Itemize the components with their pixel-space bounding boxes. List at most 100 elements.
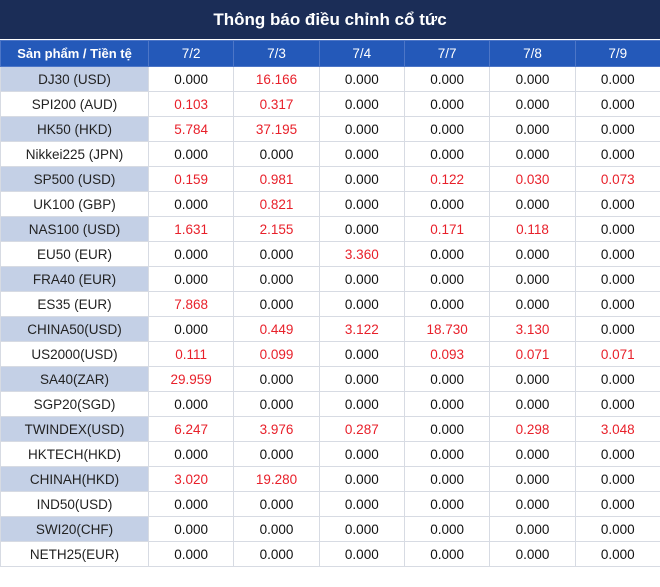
table-row: SPI200 (AUD) 0.103 0.317 0.000 0.000 0.000 0.0… [0, 91, 660, 117]
dividend-value: 0.000 [489, 441, 576, 467]
product-name: SGP20(SGD) [0, 391, 149, 417]
dividend-value: 0.000 [233, 541, 320, 567]
dividend-value: 0.000 [318, 291, 405, 317]
product-name: TWINDEX(USD) [0, 416, 149, 442]
dividend-value: 0.000 [233, 441, 320, 467]
dividend-value: 3.360 [318, 241, 405, 267]
dividend-value: 0.000 [318, 166, 405, 192]
dividend-value: 0.000 [574, 391, 660, 417]
dividend-value: 0.000 [403, 266, 491, 292]
dividend-value: 0.000 [318, 541, 405, 567]
dividend-value: 0.449 [233, 316, 320, 342]
dividend-value: 2.155 [233, 216, 320, 242]
date-header: 7/3 [233, 40, 320, 67]
table-row: Nikkei225 (JPN) 0.000 0.000 0.000 0.000 0.000… [0, 141, 660, 167]
dividend-value: 29.959 [147, 366, 235, 392]
dividend-value: 0.000 [318, 141, 405, 167]
dividend-value: 0.000 [489, 116, 576, 142]
dividend-value: 0.000 [233, 141, 320, 167]
dividend-value: 0.000 [489, 191, 576, 217]
dividend-value: 0.000 [147, 266, 235, 292]
dividend-value: 0.000 [318, 266, 405, 292]
dividend-value: 0.000 [489, 291, 576, 317]
dividend-value: 0.000 [147, 141, 235, 167]
dividend-value: 0.000 [318, 466, 405, 492]
product-name: HKTECH(HKD) [0, 441, 149, 467]
dividend-value: 19.280 [233, 466, 320, 492]
dividend-value: 0.000 [147, 66, 235, 92]
dividend-value: 0.000 [489, 66, 576, 92]
dividend-value: 3.122 [318, 316, 405, 342]
dividend-value: 0.000 [318, 66, 405, 92]
dividend-value: 0.000 [574, 491, 660, 517]
dividend-value: 0.000 [147, 391, 235, 417]
table-row: US2000(USD) 0.111 0.099 0.000 0.093 0.071 0.07… [0, 341, 660, 367]
dividend-value: 0.298 [489, 416, 576, 442]
dividend-value: 0.000 [233, 491, 320, 517]
dividend-value: 0.287 [318, 416, 405, 442]
dividend-value: 0.000 [574, 241, 660, 267]
table-row: SP500 (USD) 0.159 0.981 0.000 0.122 0.030 0.07… [0, 166, 660, 192]
dividend-value: 0.000 [574, 216, 660, 242]
dividend-value: 0.000 [147, 541, 235, 567]
dividend-value: 0.000 [233, 291, 320, 317]
dividend-value: 0.000 [403, 441, 491, 467]
dividend-value: 0.000 [403, 516, 491, 542]
table-row: UK100 (GBP) 0.000 0.821 0.000 0.000 0.000 0.00… [0, 191, 660, 217]
dividend-value: 7.868 [147, 291, 235, 317]
date-header: 7/9 [574, 40, 660, 67]
dividend-value: 0.000 [147, 491, 235, 517]
dividend-value: 0.030 [489, 166, 576, 192]
dividend-value: 0.122 [403, 166, 491, 192]
dividend-value: 0.000 [489, 391, 576, 417]
dividend-value: 37.195 [233, 116, 320, 142]
dividend-value: 3.020 [147, 466, 235, 492]
dividend-value: 3.976 [233, 416, 320, 442]
dividend-value: 0.000 [574, 291, 660, 317]
dividend-value: 0.000 [574, 116, 660, 142]
table-row: DJ30 (USD) 0.000 16.166 0.000 0.000 0.000 0.00… [0, 66, 660, 92]
dividend-value: 0.000 [574, 191, 660, 217]
dividend-value: 0.000 [403, 291, 491, 317]
dividend-value: 0.000 [403, 391, 491, 417]
table-row: SA40(ZAR) 29.959 0.000 0.000 0.000 0.000 0.000 [0, 366, 660, 392]
table-row: CHINAH(HKD) 3.020 19.280 0.000 0.000 0.000 0.0… [0, 466, 660, 492]
dividend-value: 0.000 [489, 541, 576, 567]
dividend-value: 0.000 [233, 366, 320, 392]
dividend-value: 0.000 [147, 441, 235, 467]
dividend-value: 0.103 [147, 91, 235, 117]
dividend-value: 0.000 [403, 241, 491, 267]
dividend-value: 0.000 [574, 441, 660, 467]
dividend-value: 0.000 [403, 116, 491, 142]
dividend-value: 0.000 [147, 516, 235, 542]
dividend-value: 18.730 [403, 316, 491, 342]
dividend-value: 0.000 [318, 491, 405, 517]
dividend-value: 0.000 [574, 466, 660, 492]
dividend-value: 0.000 [147, 191, 235, 217]
dividend-value: 0.000 [489, 91, 576, 117]
table-row: TWINDEX(USD) 6.247 3.976 0.287 0.000 0.298 3.0… [0, 416, 660, 442]
dividend-value: 0.099 [233, 341, 320, 367]
table-row: ES35 (EUR) 7.868 0.000 0.000 0.000 0.000 0.000 [0, 291, 660, 317]
dividend-value: 6.247 [147, 416, 235, 442]
dividend-value: 0.000 [574, 91, 660, 117]
dividend-value: 0.000 [403, 466, 491, 492]
dividend-value: 0.071 [489, 341, 576, 367]
dividend-value: 0.000 [574, 266, 660, 292]
dividend-value: 0.000 [403, 541, 491, 567]
dividend-value: 5.784 [147, 116, 235, 142]
product-name: EU50 (EUR) [0, 241, 149, 267]
date-header: 7/2 [147, 40, 235, 67]
dividend-value: 0.000 [233, 391, 320, 417]
product-name: HK50 (HKD) [0, 116, 149, 142]
dividend-value: 0.159 [147, 166, 235, 192]
dividend-value: 0.000 [489, 491, 576, 517]
dividend-value: 0.000 [318, 441, 405, 467]
table-body: DJ30 (USD) 0.000 16.166 0.000 0.000 0.000 0.00… [0, 66, 660, 567]
dividend-value: 0.000 [233, 516, 320, 542]
dividend-value: 0.000 [489, 516, 576, 542]
dividend-value: 0.000 [574, 66, 660, 92]
dividend-value: 1.631 [147, 216, 235, 242]
dividend-value: 0.000 [574, 541, 660, 567]
dividend-value: 0.000 [318, 216, 405, 242]
